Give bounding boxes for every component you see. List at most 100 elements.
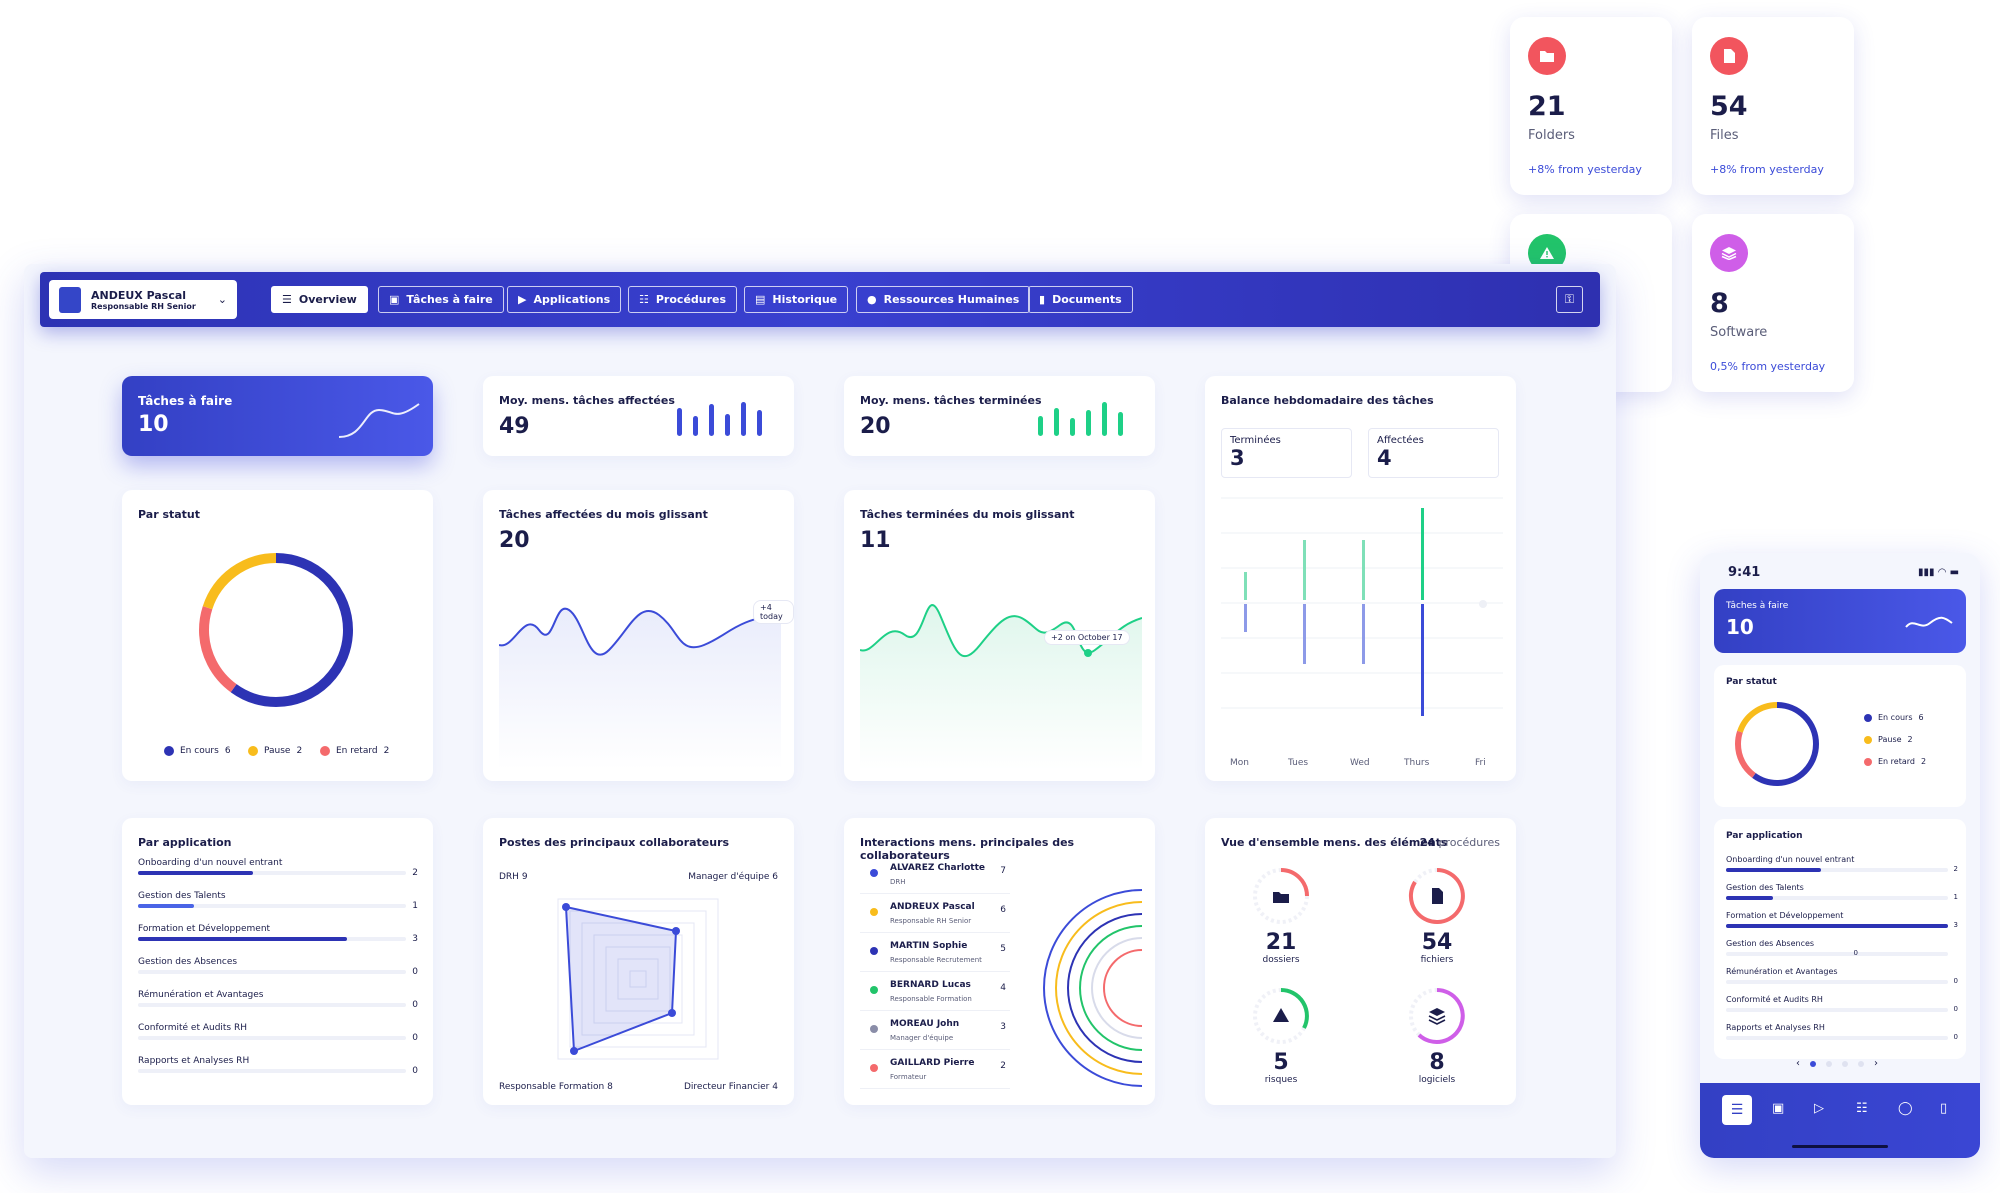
phone-status-card: Par statut En cours 6 Pause 2 En retard 2 (1714, 665, 1966, 807)
calendar-icon: ▣ (1772, 1101, 1785, 1116)
list-icon: ☰ (1730, 1102, 1744, 1118)
phone-nav-documents[interactable]: ▯ (1940, 1101, 1947, 1116)
done-kpi-value: 20 (860, 414, 891, 439)
day-label-mon: Mon (1230, 758, 1249, 768)
assigned-kpi-value: 49 (499, 414, 530, 439)
phone-app-row-5: Conformité et Audits RH 0 (1726, 995, 1958, 1013)
phone-app-card: Par application Onboarding d'un nouvel e… (1714, 819, 1966, 1059)
chevron-left-icon[interactable]: ‹ (1796, 1058, 1800, 1069)
interaction-row-martin[interactable]: MARTIN Sophie Responsable Recrutement 5 (860, 938, 1010, 972)
files-stat-card[interactable]: 54 Files +8% from yesterday (1692, 17, 1854, 195)
phone-nav-rh[interactable]: ◯ (1898, 1101, 1913, 1116)
weekly-balance-card: Balance hebdomadaire des tâches Terminée… (1205, 376, 1516, 781)
bar-wed-assigned (1362, 604, 1365, 664)
phone-app-row-4: Rémunération et Avantages 0 (1726, 967, 1958, 985)
folders-stat-card[interactable]: 21 Folders +8% from yesterday (1510, 17, 1672, 195)
tab-procedures[interactable]: ☷ Procédures (628, 286, 738, 313)
todo-kpi-card[interactable]: Tâches à faire 10 (122, 376, 433, 456)
phone-clock: 9:41 (1728, 565, 1761, 580)
pager-dot-active[interactable] (1810, 1060, 1816, 1067)
pager-dot[interactable] (1826, 1060, 1832, 1067)
by-application-title: Par application (138, 836, 232, 849)
app-row-rapports: Rapports et Analyses RH 0 (138, 1056, 418, 1076)
user-name: ANDEUX Pascal (91, 288, 187, 302)
bar-fri-empty (1479, 600, 1487, 608)
tab-applications[interactable]: ▶ Applications (507, 286, 622, 313)
tab-overview[interactable]: ☰ Overview (271, 286, 368, 313)
bar-tues-assigned (1303, 604, 1306, 664)
user-selector[interactable]: ANDEUX Pascal Responsable RH Senior ⌄ (49, 280, 237, 319)
interactions-radial-chart (1043, 889, 1143, 1087)
assigned-month-title: Tâches affectées du mois glissant (499, 508, 708, 521)
history-icon: ▤ (755, 293, 766, 306)
done-month-card: Tâches terminées du mois glissant 11 +2 … (844, 490, 1155, 781)
tab-historique[interactable]: ▤ Historique (744, 286, 849, 313)
radar-label-bl: Responsable Formation 8 (499, 1082, 613, 1092)
done-box-label: Terminées (1230, 435, 1281, 446)
phone-nav-applications[interactable]: ▷ (1814, 1101, 1824, 1116)
app-row-formation: Formation et Développement 3 (138, 924, 418, 944)
day-label-tues: Tues (1288, 758, 1309, 768)
interaction-row-moreau[interactable]: MOREAU John Manager d'équipe 3 (860, 1016, 1010, 1050)
interaction-row-andreux[interactable]: ANDREUX Pascal Responsable RH Senior 6 (860, 899, 1010, 933)
assigned-box-label: Affectées (1377, 435, 1424, 446)
legend-en-cours: En cours 6 (164, 746, 231, 756)
procedures-icon: ☷ (1856, 1101, 1868, 1116)
done-month-value: 11 (860, 528, 891, 553)
interaction-row-bernard[interactable]: BERNARD Lucas Responsable Formation 4 (860, 977, 1010, 1011)
phone-todo-card[interactable]: Tâches à faire 10 (1714, 589, 1966, 653)
stat-risques: 5 risques (1241, 986, 1321, 1085)
warning-icon (1253, 988, 1309, 1044)
stat-fichiers: 54 fichiers (1397, 866, 1477, 965)
phone-status-donut (1735, 702, 1819, 786)
tab-taches[interactable]: ▣ Tâches à faire (378, 286, 504, 313)
procedures-icon: ☷ (639, 293, 649, 306)
app-row-talents: Gestion des Talents 1 (138, 891, 418, 911)
interaction-row-gaillard[interactable]: GAILLARD Pierre Formateur 2 (860, 1055, 1010, 1089)
done-kpi-card: Moy. mens. tâches terminées 20 (844, 376, 1155, 456)
top-navbar: ANDEUX Pascal Responsable RH Senior ⌄ ☰ O… (40, 272, 1600, 327)
phone-bottom-nav: ☰ ▣ ▷ ☷ ◯ ▯ (1700, 1083, 1980, 1158)
todo-kpi-title: Tâches à faire (138, 394, 233, 408)
phone-legend-en-retard: En retard 2 (1864, 757, 1926, 766)
folder-icon (1253, 868, 1309, 924)
phone-pager: ‹ › (1796, 1058, 1878, 1069)
phone-nav-overview[interactable]: ☰ (1722, 1095, 1752, 1125)
todo-sparkline (338, 403, 420, 438)
assigned-box-value: 4 (1377, 446, 1392, 470)
play-icon: ▶ (518, 293, 527, 306)
software-label: Software (1710, 325, 1768, 340)
pager-dot[interactable] (1858, 1060, 1864, 1067)
assigned-month-line-chart (499, 607, 781, 770)
elements-overview-card: Vue d'ensemble mens. des éléments 24 pro… (1205, 818, 1516, 1105)
status-card: Par statut En cours 6 Pause 2 En retard 2 (122, 490, 433, 781)
account-button[interactable]: ⚿ (1556, 286, 1583, 313)
phone-app-row-2: Formation et Développement 3 (1726, 911, 1958, 929)
pager-dot[interactable] (1842, 1060, 1848, 1067)
phone-legend-pause: Pause 2 (1864, 735, 1913, 744)
done-month-line-chart (860, 604, 1142, 770)
layers-icon (1409, 988, 1465, 1044)
stat-dossiers: 21 dossiers (1241, 866, 1321, 965)
tab-ressources-humaines[interactable]: ● Ressources Humaines (856, 286, 1031, 313)
calendar-icon: ▣ (389, 293, 400, 306)
chevron-right-icon[interactable]: › (1874, 1058, 1878, 1069)
folder-icon (1528, 37, 1566, 75)
bar-tues-done (1303, 540, 1306, 600)
bar-thurs-assigned (1421, 604, 1424, 716)
assigned-mini-bars (677, 402, 762, 436)
tab-documents[interactable]: ▮ Documents (1028, 286, 1133, 313)
done-kpi-title: Moy. mens. tâches terminées (860, 394, 1042, 407)
radar-label-tl: DRH 9 (499, 872, 528, 882)
phone-home-indicator (1792, 1145, 1888, 1148)
phone-nav-procedures[interactable]: ☷ (1856, 1101, 1868, 1116)
software-change: 0,5% from yesterday (1710, 360, 1826, 373)
folders-change: +8% from yesterday (1528, 163, 1642, 176)
phone-nav-taches[interactable]: ▣ (1772, 1101, 1784, 1116)
app-row-remuneration: Rémunération et Avantages 0 (138, 990, 418, 1010)
day-label-thurs: Thurs (1404, 758, 1430, 768)
software-stat-card[interactable]: 8 Software 0,5% from yesterday (1692, 214, 1854, 392)
files-change: +8% from yesterday (1710, 163, 1824, 176)
interaction-row-alvarez[interactable]: ALVAREZ Charlotte DRH 7 (860, 860, 1010, 894)
layers-icon (1710, 234, 1748, 272)
